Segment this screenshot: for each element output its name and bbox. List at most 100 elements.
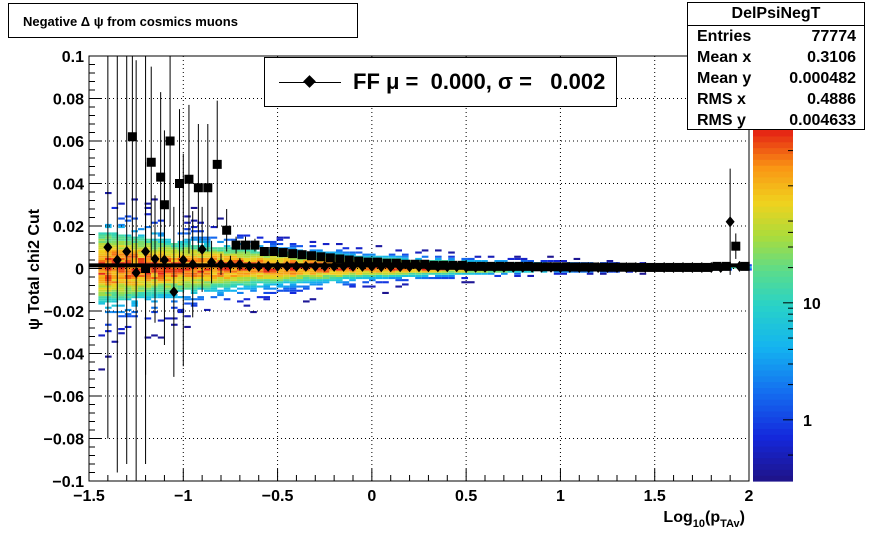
heatmap-cell xyxy=(184,279,191,282)
heatmap-cell xyxy=(111,232,119,235)
heatmap-cell xyxy=(349,277,356,280)
heatmap-cell xyxy=(190,283,198,286)
heatmap-cell xyxy=(362,270,369,273)
heatmap-cell xyxy=(454,270,462,273)
heatmap-cell xyxy=(164,255,171,258)
heatmap-cell xyxy=(289,245,297,248)
heatmap-cell xyxy=(448,270,455,273)
heatmap-cell xyxy=(309,249,317,252)
heatmap-cell xyxy=(118,270,125,273)
heatmap-cell xyxy=(184,325,191,328)
heatmap-cell xyxy=(190,270,198,273)
heatmap-cell xyxy=(342,268,350,271)
heatmap-cell xyxy=(164,281,171,284)
y-tick-label: 0.02 xyxy=(53,219,84,236)
heatmap-cell xyxy=(580,270,587,273)
y-tick-label: 0.08 xyxy=(53,92,84,109)
diamond-marker xyxy=(735,260,745,272)
heatmap-cell xyxy=(210,236,218,239)
heatmap-cell xyxy=(164,268,171,271)
heatmap-cell xyxy=(184,232,191,235)
heatmap-cell xyxy=(276,236,284,239)
heatmap-cell xyxy=(362,255,369,258)
heatmap-cell xyxy=(223,277,231,280)
diamond-marker xyxy=(527,261,537,273)
heatmap-cell xyxy=(144,257,152,260)
heatmap-cell xyxy=(98,245,105,248)
heatmap-cell xyxy=(263,281,270,284)
heatmap-cell xyxy=(157,262,165,265)
square-marker xyxy=(165,136,175,146)
heatmap-cell xyxy=(164,245,171,248)
heatmap-cell xyxy=(184,251,191,254)
heatmap-cell xyxy=(98,257,105,260)
heatmap-cell xyxy=(243,260,251,263)
heatmap-cell xyxy=(732,266,739,269)
heatmap-cell xyxy=(230,253,237,256)
heatmap-cell xyxy=(230,277,237,280)
colorbar-segment xyxy=(753,358,793,365)
heatmap-cell xyxy=(256,285,264,288)
heatmap-cell xyxy=(336,281,343,284)
heatmap-cell xyxy=(190,298,198,301)
heatmap-cell xyxy=(210,268,218,271)
heatmap-cell xyxy=(124,260,132,263)
heatmap-cell xyxy=(98,260,105,263)
diamond-marker xyxy=(244,260,254,272)
heatmap-cell xyxy=(316,279,323,282)
heatmap-cell xyxy=(184,266,191,269)
heatmap-cell xyxy=(369,274,376,277)
square-marker xyxy=(382,258,392,268)
heatmap-cell xyxy=(98,283,105,286)
diamond-marker xyxy=(216,258,226,270)
heatmap-cell xyxy=(270,268,277,271)
heatmap-cell xyxy=(118,257,125,260)
heatmap-cell xyxy=(230,274,237,277)
heatmap-cell xyxy=(395,249,402,252)
heatmap-cell xyxy=(586,272,594,275)
heatmap-cell xyxy=(349,253,356,256)
heatmap-cell xyxy=(468,257,475,260)
heatmap-cell xyxy=(184,238,191,241)
heatmap-cell xyxy=(263,272,270,275)
heatmap-cell xyxy=(190,285,198,288)
heatmap-cell xyxy=(204,253,211,256)
heatmap-cell xyxy=(336,268,343,271)
heatmap-cell xyxy=(204,308,211,311)
heatmap-cell xyxy=(250,262,257,265)
heatmap-cell xyxy=(124,308,132,311)
heatmap-cell xyxy=(124,287,132,290)
heatmap-cell xyxy=(190,274,198,277)
heatmap-cell xyxy=(362,268,369,271)
heatmap-cell xyxy=(388,272,396,275)
square-marker xyxy=(184,174,194,184)
diamond-marker xyxy=(301,260,311,272)
heatmap-cell xyxy=(223,298,231,301)
heatmap-cell xyxy=(553,272,561,275)
heatmap-cell xyxy=(237,277,244,280)
heatmap-cell xyxy=(111,289,119,292)
heatmap-cell xyxy=(124,236,132,239)
heatmap-cell xyxy=(118,234,125,237)
heatmap-cell xyxy=(382,281,389,284)
heatmap-cell xyxy=(243,255,251,258)
heatmap-cell xyxy=(164,251,171,254)
heatmap-cell xyxy=(118,217,125,220)
heatmap-cell xyxy=(276,281,284,284)
heatmap-cell xyxy=(461,281,468,284)
heatmap-cell xyxy=(329,279,336,282)
diamond-marker xyxy=(508,261,518,273)
heatmap-cell xyxy=(223,255,231,258)
heatmap-cell xyxy=(184,302,191,305)
heatmap-cell xyxy=(336,243,343,246)
heatmap-cell xyxy=(474,270,482,273)
heatmap-cell xyxy=(131,287,138,290)
heatmap-cell xyxy=(210,255,218,258)
diamond-marker xyxy=(235,258,245,270)
colorbar-segment xyxy=(753,375,793,383)
heatmap-cell xyxy=(316,283,323,286)
heatmap-cell xyxy=(270,255,277,258)
heatmap-cell xyxy=(118,268,125,271)
heatmap-cell xyxy=(448,255,455,258)
square-marker xyxy=(457,260,467,270)
